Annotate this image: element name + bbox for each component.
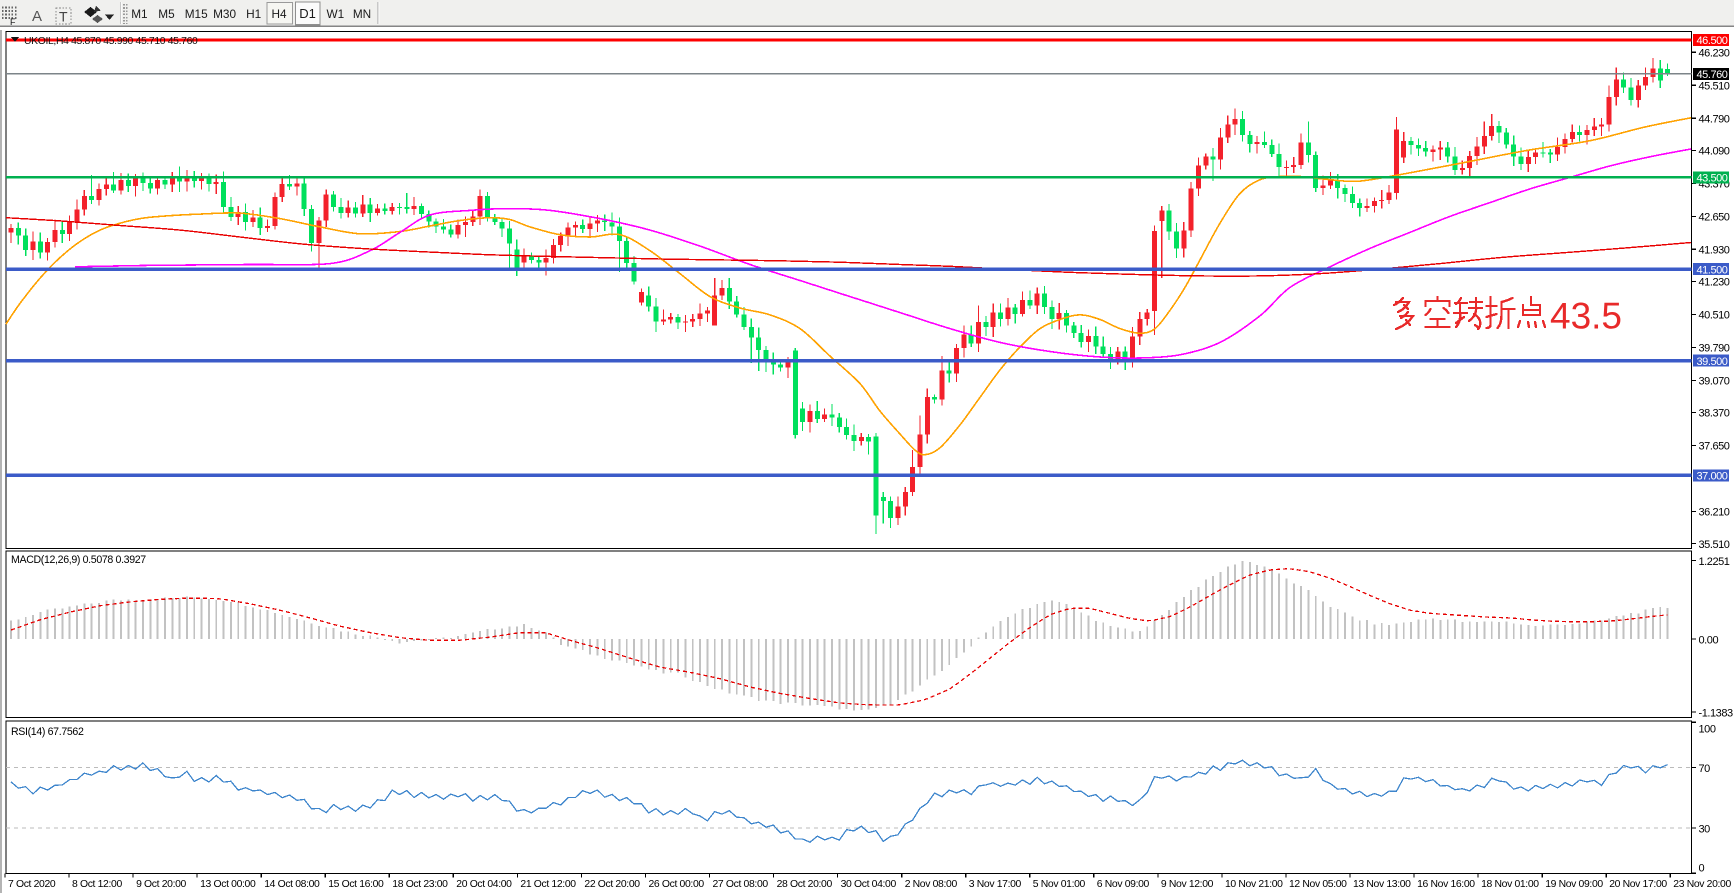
svg-text:9 Oct 20:00: 9 Oct 20:00 bbox=[136, 879, 186, 890]
svg-text:-1.1383: -1.1383 bbox=[1699, 707, 1733, 719]
svg-text:70: 70 bbox=[1699, 763, 1711, 775]
svg-text:0.00: 0.00 bbox=[1699, 635, 1719, 647]
svg-text:45.760: 45.760 bbox=[1697, 69, 1728, 81]
svg-text:RSI(14) 67.7562: RSI(14) 67.7562 bbox=[11, 726, 84, 738]
svg-text:MN: MN bbox=[353, 7, 371, 21]
svg-text:16 Nov 16:00: 16 Nov 16:00 bbox=[1417, 879, 1475, 890]
svg-text:T: T bbox=[59, 9, 68, 25]
svg-text:D1: D1 bbox=[299, 6, 316, 21]
svg-text:30 Oct 04:00: 30 Oct 04:00 bbox=[841, 879, 897, 890]
svg-text:13 Nov 13:00: 13 Nov 13:00 bbox=[1353, 879, 1411, 890]
svg-text:43.5: 43.5 bbox=[1550, 296, 1622, 337]
svg-text:F: F bbox=[10, 17, 16, 27]
svg-text:15 Oct 16:00: 15 Oct 16:00 bbox=[328, 879, 384, 890]
svg-text:37.650: 37.650 bbox=[1699, 441, 1730, 453]
svg-text:MACD(12,26,9) 0.5078 0.3927: MACD(12,26,9) 0.5078 0.3927 bbox=[11, 554, 146, 566]
svg-text:3 Nov 17:00: 3 Nov 17:00 bbox=[969, 879, 1022, 890]
svg-text:41.500: 41.500 bbox=[1697, 264, 1728, 276]
svg-text:20 Nov 17:00: 20 Nov 17:00 bbox=[1609, 879, 1667, 890]
svg-text:44.790: 44.790 bbox=[1699, 114, 1730, 126]
svg-text:40.510: 40.510 bbox=[1699, 310, 1730, 322]
svg-text:M30: M30 bbox=[213, 7, 236, 21]
svg-text:21 Oct 12:00: 21 Oct 12:00 bbox=[520, 879, 576, 890]
svg-text:5 Nov 01:00: 5 Nov 01:00 bbox=[1033, 879, 1086, 890]
svg-text:39.790: 39.790 bbox=[1699, 343, 1730, 355]
svg-text:36.210: 36.210 bbox=[1699, 507, 1730, 519]
svg-text:14 Oct 08:00: 14 Oct 08:00 bbox=[264, 879, 320, 890]
svg-text:45.510: 45.510 bbox=[1699, 81, 1730, 93]
svg-text:35.510: 35.510 bbox=[1699, 539, 1730, 551]
svg-text:46.230: 46.230 bbox=[1699, 48, 1730, 60]
svg-text:A: A bbox=[32, 8, 42, 25]
svg-text:6 Nov 09:00: 6 Nov 09:00 bbox=[1097, 879, 1150, 890]
svg-text:W1: W1 bbox=[327, 7, 345, 21]
svg-text:28 Oct 20:00: 28 Oct 20:00 bbox=[777, 879, 833, 890]
svg-text:7 Oct 2020: 7 Oct 2020 bbox=[8, 879, 56, 890]
svg-text:8 Oct 12:00: 8 Oct 12:00 bbox=[72, 879, 122, 890]
svg-text:M1: M1 bbox=[131, 7, 147, 21]
svg-text:100: 100 bbox=[1699, 724, 1716, 736]
svg-text:M15: M15 bbox=[185, 7, 208, 21]
svg-text:9 Nov 12:00: 9 Nov 12:00 bbox=[1161, 879, 1214, 890]
svg-text:42.650: 42.650 bbox=[1699, 212, 1730, 224]
svg-text:M5: M5 bbox=[158, 7, 175, 21]
svg-text:27 Oct 08:00: 27 Oct 08:00 bbox=[713, 879, 769, 890]
svg-text:H4: H4 bbox=[271, 7, 287, 21]
svg-text:10 Nov 21:00: 10 Nov 21:00 bbox=[1225, 879, 1283, 890]
svg-text:26 Oct 00:00: 26 Oct 00:00 bbox=[649, 879, 705, 890]
svg-text:UKOIL,H4 45.870 45.990 45.710: UKOIL,H4 45.870 45.990 45.710 45.760 bbox=[24, 36, 198, 47]
svg-text:39.070: 39.070 bbox=[1699, 376, 1730, 388]
svg-text:39.500: 39.500 bbox=[1697, 356, 1728, 368]
svg-text:18 Oct 23:00: 18 Oct 23:00 bbox=[392, 879, 448, 890]
svg-text:2 Nov 08:00: 2 Nov 08:00 bbox=[905, 879, 958, 890]
svg-text:23 Nov 20:00: 23 Nov 20:00 bbox=[1673, 879, 1731, 890]
svg-text:43.500: 43.500 bbox=[1697, 173, 1728, 185]
svg-text:41.930: 41.930 bbox=[1699, 245, 1730, 257]
svg-text:13 Oct 00:00: 13 Oct 00:00 bbox=[200, 879, 256, 890]
svg-text:19 Nov 09:00: 19 Nov 09:00 bbox=[1545, 879, 1603, 890]
svg-text:1.2251: 1.2251 bbox=[1699, 556, 1730, 568]
svg-text:0: 0 bbox=[1699, 863, 1705, 875]
svg-text:37.000: 37.000 bbox=[1697, 471, 1728, 483]
svg-text:18 Nov 01:00: 18 Nov 01:00 bbox=[1481, 879, 1539, 890]
svg-text:38.370: 38.370 bbox=[1699, 408, 1730, 420]
svg-text:30: 30 bbox=[1699, 824, 1711, 836]
svg-text:46.500: 46.500 bbox=[1697, 35, 1728, 47]
svg-text:H1: H1 bbox=[246, 7, 261, 21]
svg-text:20 Oct 04:00: 20 Oct 04:00 bbox=[456, 879, 512, 890]
svg-text:41.230: 41.230 bbox=[1699, 277, 1730, 289]
svg-text:44.090: 44.090 bbox=[1699, 146, 1730, 158]
svg-text:22 Oct 20:00: 22 Oct 20:00 bbox=[584, 879, 640, 890]
svg-text:12 Nov 05:00: 12 Nov 05:00 bbox=[1289, 879, 1347, 890]
